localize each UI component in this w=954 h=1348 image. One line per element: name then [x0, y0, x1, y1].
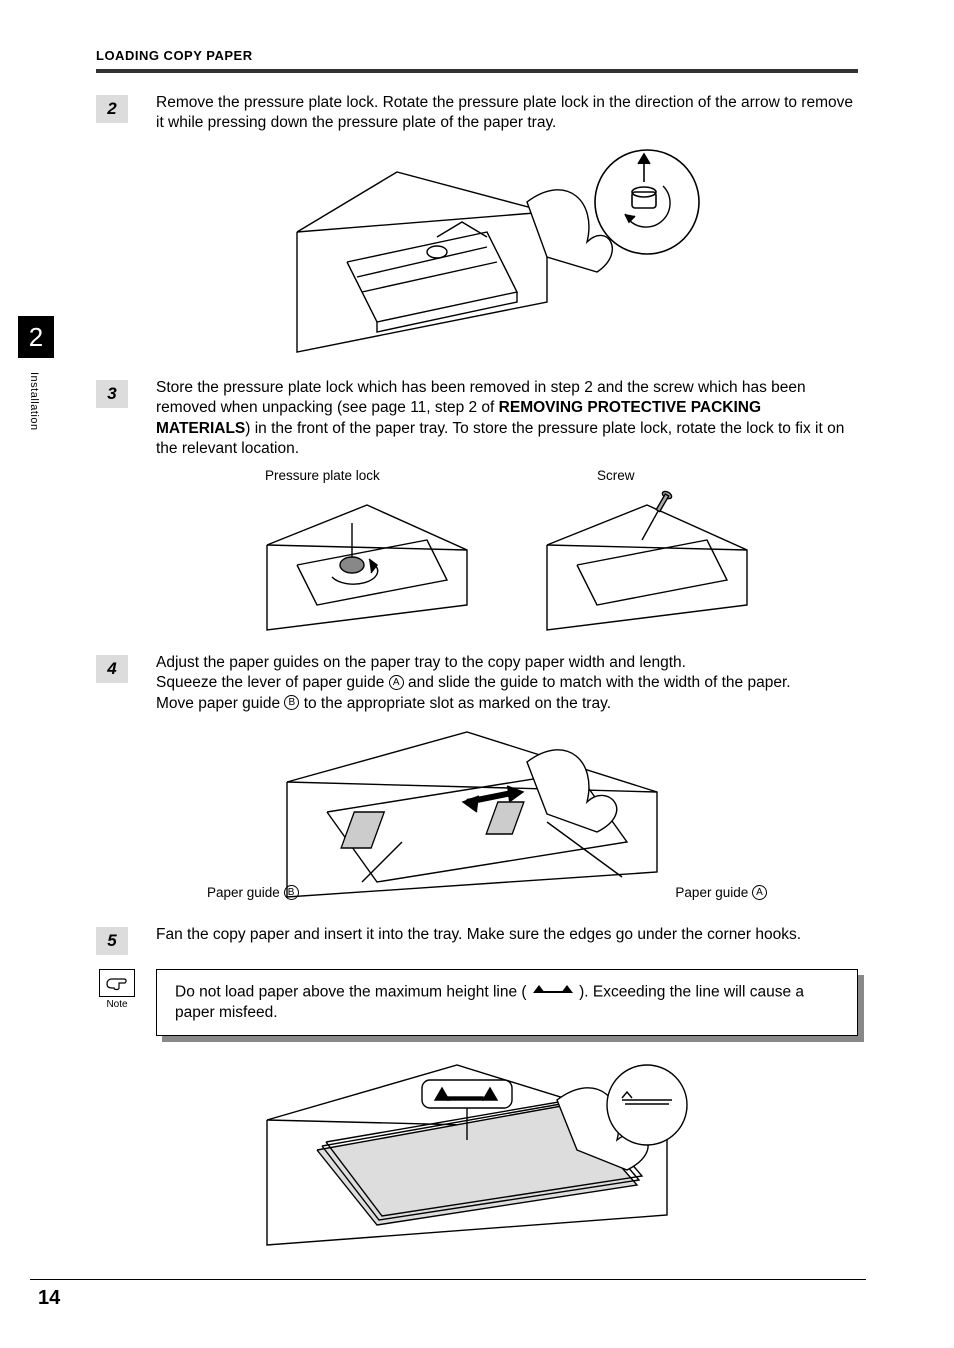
page-content: LOADING COPY PAPER 2 Remove the pressure… — [0, 0, 954, 1298]
circled-a-icon: A — [389, 675, 404, 690]
guide-b-label: Paper guide B — [207, 885, 299, 901]
step-text: Store the pressure plate lock which has … — [156, 378, 858, 460]
step-text: Fan the copy paper and insert it into th… — [156, 925, 858, 955]
note-body: Do not load paper above the maximum heig… — [156, 969, 858, 1036]
fan-paper-illustration — [227, 1050, 727, 1250]
paper-guide-illustration — [227, 722, 727, 902]
pressure-plate-illustration — [287, 142, 727, 362]
step-3-text-post: ) in the front of the paper tray. To sto… — [156, 420, 844, 457]
guide-b-text: Paper guide — [207, 885, 280, 900]
step-3: 3 Store the pressure plate lock which ha… — [96, 378, 858, 460]
step-number: 4 — [96, 655, 128, 683]
step-5-illustration — [96, 1050, 858, 1250]
step-4-line2-pre: Squeeze the lever of paper guide — [156, 674, 389, 691]
note-icon-label: Note — [106, 999, 127, 1010]
page-number: 14 — [38, 1287, 60, 1310]
step-4-line3-pre: Move paper guide — [156, 695, 284, 712]
step-4: 4 Adjust the paper guides on the paper t… — [96, 653, 858, 714]
screw-group: Screw — [537, 468, 757, 635]
step-5: 5 Fan the copy paper and insert it into … — [96, 925, 858, 955]
max-height-line-icon — [531, 981, 575, 1001]
lock-store-illustration — [257, 485, 477, 635]
step-number: 5 — [96, 927, 128, 955]
circled-b-icon: B — [284, 885, 299, 900]
step-2: 2 Remove the pressure plate lock. Rotate… — [96, 93, 858, 134]
step-3-illustrations: Pressure plate lock Screw — [156, 468, 858, 635]
step-4-line2-post: and slide the guide to match with the wi… — [404, 674, 791, 691]
note-icon-box — [99, 969, 135, 997]
guide-a-text: Paper guide — [675, 885, 748, 900]
step-text: Adjust the paper guides on the paper tra… — [156, 653, 858, 714]
step-number: 3 — [96, 380, 128, 408]
step-4-illustration: Paper guide B Paper guide A — [227, 722, 727, 907]
header-rule — [96, 69, 858, 73]
pressure-plate-lock-label: Pressure plate lock — [265, 468, 380, 483]
circled-a-icon: A — [752, 885, 767, 900]
guide-a-label: Paper guide A — [675, 885, 767, 901]
pressure-plate-lock-group: Pressure plate lock — [257, 468, 477, 635]
screw-store-illustration — [537, 485, 757, 635]
note-block: Note Do not load paper above the maximum… — [96, 969, 858, 1036]
footer-rule — [30, 1279, 866, 1280]
step-4-line1: Adjust the paper guides on the paper tra… — [156, 654, 686, 671]
circled-b-icon: B — [284, 695, 299, 710]
step-text: Remove the pressure plate lock. Rotate t… — [156, 93, 858, 134]
section-header: LOADING COPY PAPER — [96, 48, 858, 63]
note-text-pre: Do not load paper above the maximum heig… — [175, 983, 531, 1000]
step-2-illustration — [156, 142, 858, 362]
note-icon-wrap: Note — [96, 969, 138, 1036]
screw-label: Screw — [597, 468, 635, 483]
step-4-line3-post: to the appropriate slot as marked on the… — [299, 695, 611, 712]
step-number: 2 — [96, 95, 128, 123]
hand-point-icon — [104, 974, 130, 992]
